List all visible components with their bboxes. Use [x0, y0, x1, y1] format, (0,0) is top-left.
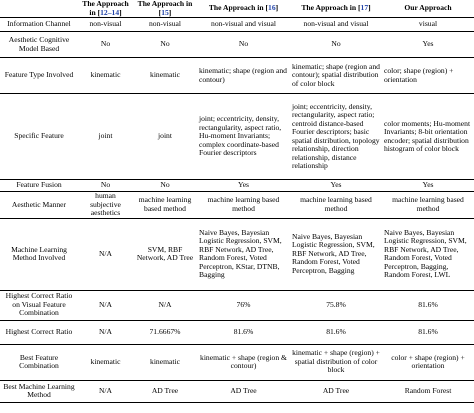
table-cell: kinematic + shape (region) + spatial dis… — [290, 344, 382, 381]
table-cell: N/A — [78, 320, 133, 345]
table-row: Feature Type Involved kinematic kinemati… — [0, 57, 474, 94]
header-approach-16: The Approach in [16] — [197, 0, 290, 18]
table-cell: joint — [133, 93, 197, 180]
ref-link[interactable]: 12–14 — [100, 7, 120, 17]
row-label: Best Machine Learning Method — [0, 380, 78, 403]
table-cell: No — [78, 179, 133, 192]
table-cell: 71.6667% — [133, 320, 197, 345]
table-cell: No — [133, 31, 197, 58]
table-cell: kinematic; shape (region and contour); s… — [290, 57, 382, 94]
table-cell: human subjective aesthetics — [78, 191, 133, 219]
table-row: Highest Correct Ratio on Visual Feature … — [0, 290, 474, 321]
table-cell: kinematic — [133, 57, 197, 94]
table-cell: 81.6% — [382, 320, 474, 345]
table-cell: joint — [78, 93, 133, 180]
ref-link[interactable]: 16 — [268, 3, 276, 13]
header-row: The Approach in [12–14] The Approach in … — [0, 0, 474, 18]
table-row: Machine Learning Method Involved N/A SVM… — [0, 218, 474, 291]
table-cell: Naive Bayes, Bayesian Logistic Regressio… — [382, 218, 474, 291]
table-cell: visual — [382, 17, 474, 32]
row-label: Best Feature Combination — [0, 344, 78, 381]
row-label: Feature Type Involved — [0, 57, 78, 94]
table-cell: No — [197, 31, 290, 58]
table-cell: Naive Bayes, Bayesian Logistic Regressio… — [290, 218, 382, 291]
table-cell: kinematic — [78, 344, 133, 381]
table-cell: 81.6% — [290, 320, 382, 345]
table-cell: 81.6% — [197, 320, 290, 345]
table-row: Information Channel non-visual non-visua… — [0, 17, 474, 32]
table-cell: color; shape (region) + orientation — [382, 57, 474, 94]
comparison-table: The Approach in [12–14] The Approach in … — [0, 0, 474, 403]
table-cell: machine learning based method — [197, 191, 290, 219]
table-row: Highest Correct Ratio N/A 71.6667% 81.6%… — [0, 320, 474, 345]
table-cell: SVM, RBF Network, AD Tree — [133, 218, 197, 291]
table-cell: Yes — [382, 179, 474, 192]
row-label: Information Channel — [0, 17, 78, 32]
table-cell: Yes — [197, 179, 290, 192]
table-cell: color moments; Hu-moment Invariants; 8-b… — [382, 93, 474, 180]
table-cell: machine learning based method — [382, 191, 474, 219]
table-cell: machine learning based method — [133, 191, 197, 219]
row-label: Aesthetic Manner — [0, 191, 78, 219]
table-cell: AD Tree — [197, 380, 290, 403]
table-row: Best Machine Learning Method N/A AD Tree… — [0, 380, 474, 403]
header-our-approach: Our Approach — [382, 0, 474, 18]
table-cell: 81.6% — [382, 290, 474, 321]
table-cell: 75.8% — [290, 290, 382, 321]
table-cell: N/A — [78, 290, 133, 321]
table-cell: color + shape (region) + orientation — [382, 344, 474, 381]
header-approach-17: The Approach in [17] — [290, 0, 382, 18]
table-cell: 76% — [197, 290, 290, 321]
table-cell: No — [290, 31, 382, 58]
ref-link[interactable]: 15 — [161, 7, 169, 17]
table-cell: joint; eccentricity, density, rectangula… — [197, 93, 290, 180]
table-row: Best Feature Combination kinematic kinem… — [0, 344, 474, 381]
row-label: Highest Correct Ratio — [0, 320, 78, 345]
table-cell: non-visual and visual — [290, 17, 382, 32]
table-cell: machine learning based method — [290, 191, 382, 219]
ref-link[interactable]: 17 — [360, 3, 369, 13]
table-cell: non-visual — [133, 17, 197, 32]
header-corner — [0, 0, 78, 18]
row-label: Aesthetic Cognitive Model Based — [0, 31, 78, 58]
table-row: Specific Feature joint joint joint; ecce… — [0, 93, 474, 180]
row-label: Specific Feature — [0, 93, 78, 180]
table-cell: Yes — [290, 179, 382, 192]
table-cell: Random Forest — [382, 380, 474, 403]
table-cell: No — [78, 31, 133, 58]
table-cell: joint; eccentricity, density, rectangula… — [290, 93, 382, 180]
table-row: Feature Fusion No No Yes Yes Yes — [0, 179, 474, 192]
header-approach-15: The Approach in [15] — [133, 0, 197, 18]
row-label: Machine Learning Method Involved — [0, 218, 78, 291]
table-cell: kinematic — [78, 57, 133, 94]
table-cell: Yes — [382, 31, 474, 58]
table-cell: N/A — [78, 380, 133, 403]
table-cell: AD Tree — [133, 380, 197, 403]
row-label: Highest Correct Ratio on Visual Feature … — [0, 290, 78, 321]
table-cell: kinematic; shape (region and contour) — [197, 57, 290, 94]
table-row: Aesthetic Cognitive Model Based No No No… — [0, 31, 474, 58]
header-approach-12-14: The Approach in [12–14] — [78, 0, 133, 18]
table-cell: N/A — [133, 290, 197, 321]
table-cell: No — [133, 179, 197, 192]
table-cell: non-visual — [78, 17, 133, 32]
table-cell: N/A — [78, 218, 133, 291]
row-label: Feature Fusion — [0, 179, 78, 192]
table-cell: non-visual and visual — [197, 17, 290, 32]
table-cell: kinematic + shape (region & contour) — [197, 344, 290, 381]
table-cell: kinematic — [133, 344, 197, 381]
table-row: Aesthetic Manner human subjective aesthe… — [0, 191, 474, 219]
table-cell: AD Tree — [290, 380, 382, 403]
table-cell: Naive Bayes, Bayesian Logistic Regressio… — [197, 218, 290, 291]
